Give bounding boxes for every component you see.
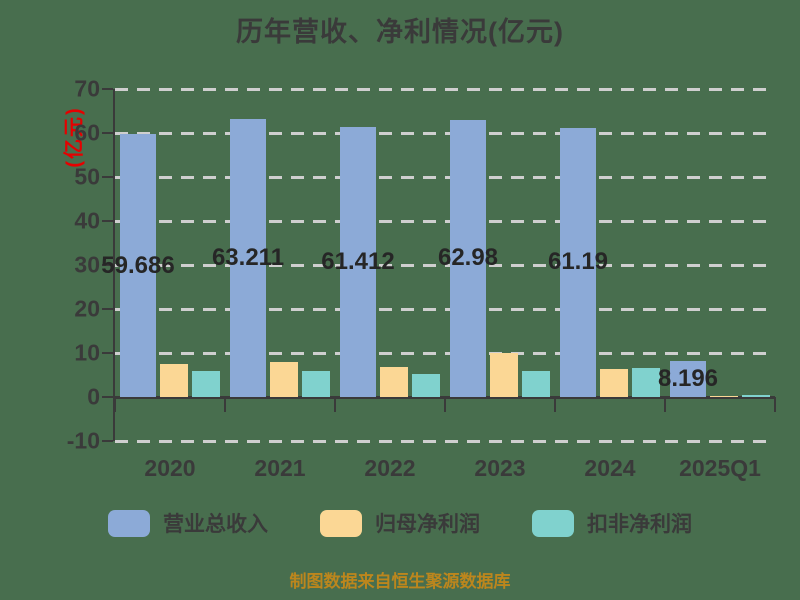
bar-value-label-2021: 63.211 bbox=[211, 243, 285, 271]
bar-营业总收入-2020 bbox=[120, 134, 156, 397]
legend-label-revenue: 营业总收入 bbox=[163, 513, 268, 536]
bar-value-label-2025Q1: 8.196 bbox=[657, 364, 719, 392]
gridline-20 bbox=[115, 307, 775, 311]
y-tick-label-60: 60 bbox=[74, 119, 100, 146]
legend-label-net-profit: 归母净利润 bbox=[375, 513, 480, 536]
bar-归母净利润-2025Q1 bbox=[710, 395, 738, 397]
gridline-50 bbox=[115, 175, 775, 179]
x-axis-tick-6 bbox=[774, 397, 776, 412]
plot-area: 70 60 50 40 30 20 10 0 -10 59.686 2020 63.211 2021 61… bbox=[67, 76, 776, 481]
y-tick-label-0: 0 bbox=[87, 383, 100, 410]
legend-label-deducted-profit: 扣非净利润 bbox=[587, 513, 692, 536]
legend-swatch-deducted-profit bbox=[532, 509, 574, 537]
bar-扣非净利润-2024 bbox=[632, 368, 660, 397]
gridline-30 bbox=[115, 263, 775, 267]
x-axis-tick-1 bbox=[224, 397, 226, 412]
bar-归母净利润-2020 bbox=[160, 363, 188, 397]
y-tick-label-10: 10 bbox=[74, 339, 100, 366]
x-axis-tick-4 bbox=[554, 397, 556, 412]
gridline-60 bbox=[115, 131, 775, 135]
bar-value-label-2020: 59.686 bbox=[101, 251, 175, 279]
y-tick-label-20: 20 bbox=[74, 295, 100, 322]
y-axis-tick-30 bbox=[102, 264, 113, 266]
bar-value-label-2024: 61.19 bbox=[547, 248, 609, 276]
bar-扣非净利润-2025Q1 bbox=[742, 395, 770, 397]
bar-营业总收入-2025Q1 bbox=[670, 360, 706, 397]
y-axis-tick-20 bbox=[102, 308, 113, 310]
bar-扣非净利润-2022 bbox=[412, 373, 440, 397]
y-axis-tick-70 bbox=[102, 88, 113, 90]
bar-归母净利润-2024 bbox=[600, 369, 628, 397]
y-axis-tick-60 bbox=[102, 132, 113, 134]
gridline-40 bbox=[115, 219, 775, 223]
x-category-label-2024: 2024 bbox=[584, 455, 636, 481]
bar-扣非净利润-2021 bbox=[302, 371, 330, 397]
x-category-label-2025Q1: 2025Q1 bbox=[679, 455, 761, 481]
bar-营业总收入-2021 bbox=[230, 118, 266, 397]
y-axis-tick-0 bbox=[102, 396, 113, 398]
bar-扣非净利润-2020 bbox=[192, 371, 220, 397]
chart-title: 历年营收、净利情况(亿元) bbox=[236, 17, 564, 47]
legend-item-deducted-profit: 扣非净利润 bbox=[532, 508, 692, 538]
bar-归母净利润-2022 bbox=[380, 367, 408, 397]
legend: 营业总收入 归母净利润 扣非净利润 bbox=[0, 508, 800, 538]
x-axis-tick-0 bbox=[114, 397, 116, 412]
bar-归母净利润-2023 bbox=[490, 353, 518, 397]
y-axis-tick-50 bbox=[102, 176, 113, 178]
x-axis-tick-3 bbox=[444, 397, 446, 412]
x-axis-tick-5 bbox=[664, 397, 666, 412]
data-source-note: 制图数据来自恒生聚源数据库 bbox=[289, 572, 511, 591]
y-axis-tick--10 bbox=[102, 440, 113, 442]
y-axis-tick-10 bbox=[102, 352, 113, 354]
y-tick-label-40: 40 bbox=[74, 207, 100, 234]
legend-item-net-profit: 归母净利润 bbox=[320, 508, 480, 538]
gridline-70 bbox=[115, 87, 775, 91]
y-axis-line bbox=[113, 89, 115, 441]
bar-扣非净利润-2023 bbox=[522, 371, 550, 397]
gridline--10 bbox=[115, 439, 775, 443]
x-category-label-2021: 2021 bbox=[254, 455, 306, 481]
legend-swatch-revenue bbox=[108, 509, 150, 537]
x-category-label-2023: 2023 bbox=[474, 455, 526, 481]
bar-value-label-2023: 62.98 bbox=[437, 244, 499, 272]
legend-swatch-net-profit bbox=[320, 509, 362, 537]
y-tick-label-50: 50 bbox=[74, 163, 100, 190]
x-category-label-2022: 2022 bbox=[364, 455, 416, 481]
gridline-10 bbox=[115, 351, 775, 355]
x-category-label-2020: 2020 bbox=[144, 455, 196, 481]
y-axis-tick-40 bbox=[102, 220, 113, 222]
bar-归母净利润-2021 bbox=[270, 362, 298, 397]
bar-营业总收入-2023 bbox=[450, 119, 486, 397]
legend-item-revenue: 营业总收入 bbox=[108, 508, 268, 538]
x-axis-tick-2 bbox=[334, 397, 336, 412]
y-tick-label-70: 70 bbox=[74, 75, 100, 102]
bar-营业总收入-2022 bbox=[340, 126, 376, 397]
y-tick-label-30: 30 bbox=[74, 251, 100, 278]
bar-营业总收入-2024 bbox=[560, 127, 596, 397]
bar-value-label-2022: 61.412 bbox=[321, 247, 395, 275]
y-tick-label--10: -10 bbox=[66, 427, 100, 454]
